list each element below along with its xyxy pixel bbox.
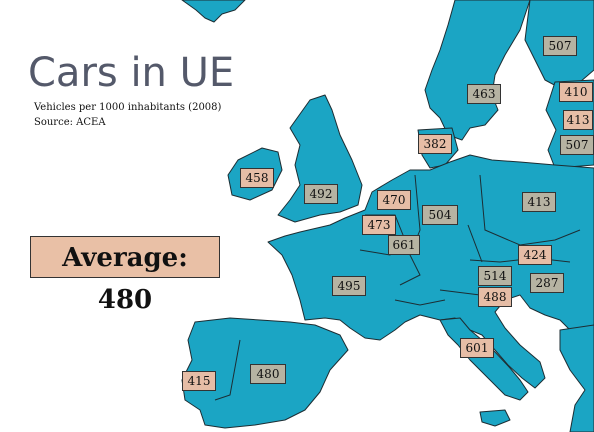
value-label-ireland: 458 <box>240 168 274 188</box>
value-label-slovakia: 424 <box>518 245 552 265</box>
value-label-finland: 507 <box>543 36 577 56</box>
value-label-hungary: 287 <box>530 273 564 293</box>
value-label-netherlands: 470 <box>377 190 411 210</box>
value-label-spain: 480 <box>250 364 286 384</box>
map-subtitle: Vehicles per 1000 inhabitants (2008) <box>34 102 222 113</box>
value-label-germany: 504 <box>422 205 458 225</box>
value-label-italy: 601 <box>460 338 494 358</box>
uk-shape <box>277 94 363 223</box>
value-label-portugal: 415 <box>182 371 216 391</box>
average-badge: Average: 480 <box>30 236 220 315</box>
value-label-latvia: 413 <box>563 110 593 130</box>
value-label-slovenia: 488 <box>478 287 512 307</box>
map-title: Cars in UE <box>28 50 235 96</box>
value-label-denmark: 382 <box>418 134 452 154</box>
value-label-belgium: 473 <box>362 215 396 235</box>
value-label-uk: 492 <box>304 184 338 204</box>
scandinavia-shape <box>181 0 246 23</box>
map-source: Source: ACEA <box>34 117 106 128</box>
value-label-luxembourg: 661 <box>388 235 420 255</box>
value-label-lithuania: 507 <box>560 135 594 155</box>
balkans-shape <box>559 324 594 432</box>
value-label-france: 495 <box>332 276 366 296</box>
map-subtitle-block: Vehicles per 1000 inhabitants (2008) Sou… <box>34 100 221 130</box>
continent-shape <box>267 154 594 389</box>
value-label-sweden: 463 <box>467 84 501 104</box>
value-label-austria: 514 <box>478 266 512 286</box>
sicily-shape <box>479 409 511 427</box>
norway-sweden-shape <box>424 0 531 141</box>
value-label-estonia: 410 <box>559 82 593 102</box>
value-label-poland: 413 <box>522 192 556 212</box>
